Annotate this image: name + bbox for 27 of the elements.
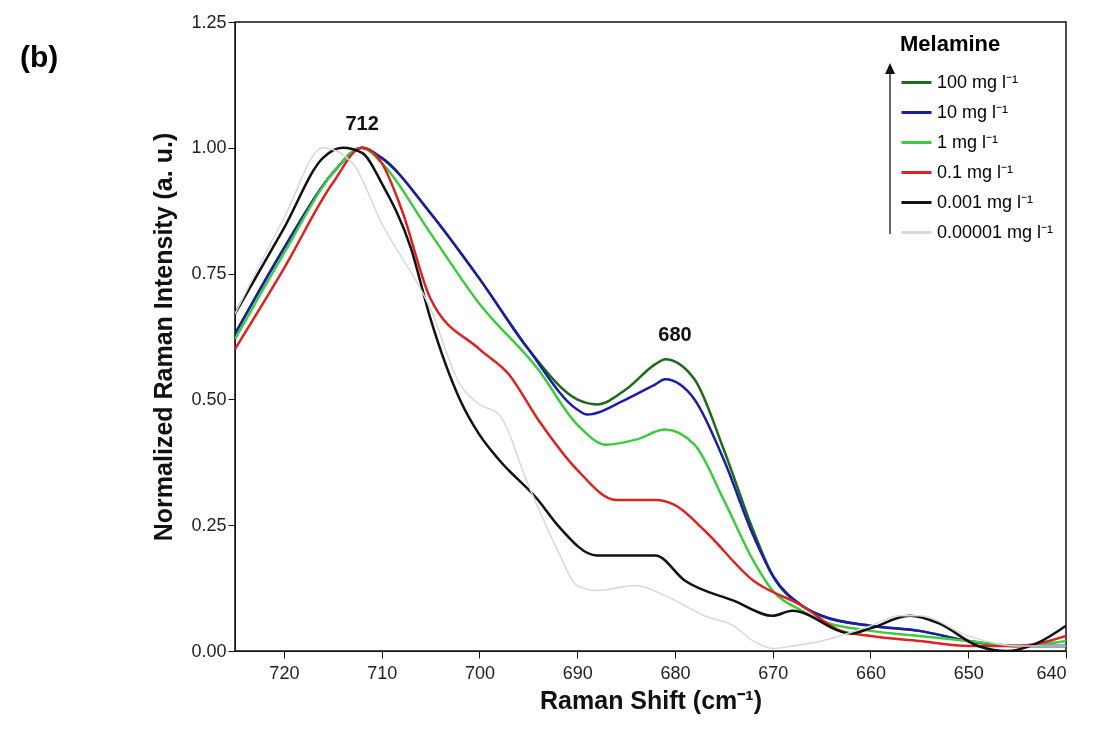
- text: (b): [20, 40, 59, 74]
- legend-label: 10 mg l⁻¹: [937, 101, 1009, 122]
- x-tick-label: 690: [562, 662, 593, 683]
- x-tick-label: 640: [1036, 662, 1067, 683]
- x-tick-label: 720: [269, 662, 300, 683]
- legend-label: 0.1 mg l⁻¹: [937, 161, 1014, 182]
- x-tick-label: 710: [367, 662, 398, 683]
- legend-label: 0.001 mg l⁻¹: [937, 191, 1034, 212]
- y-tick-label: 1.00: [191, 137, 227, 158]
- y-tick-label: 0.75: [191, 263, 227, 284]
- y-tick-label: 0.50: [191, 388, 227, 409]
- x-tick-label: 700: [464, 662, 495, 683]
- y-tick-label: 1.25: [191, 11, 227, 32]
- y-axis-title: Normalized Raman Intensity (a. u.): [149, 132, 178, 542]
- legend-title: Melamine: [900, 31, 1001, 56]
- x-tick-label: 680: [660, 662, 691, 683]
- x-tick-label: 670: [758, 662, 789, 683]
- x-tick-label: 660: [855, 662, 886, 683]
- legend-label: 1 mg l⁻¹: [937, 131, 999, 152]
- legend-label: 100 mg l⁻¹: [937, 71, 1019, 92]
- x-axis-title: Raman Shift (cm⁻¹): [540, 685, 762, 714]
- annotation: 680: [658, 323, 692, 346]
- x-tick-label: 650: [953, 662, 984, 683]
- y-tick-label: 0.25: [191, 514, 227, 535]
- y-tick-label: 0.00: [191, 640, 227, 661]
- legend-label: 0.00001 mg l⁻¹: [937, 221, 1054, 242]
- annotation: 712: [345, 111, 379, 134]
